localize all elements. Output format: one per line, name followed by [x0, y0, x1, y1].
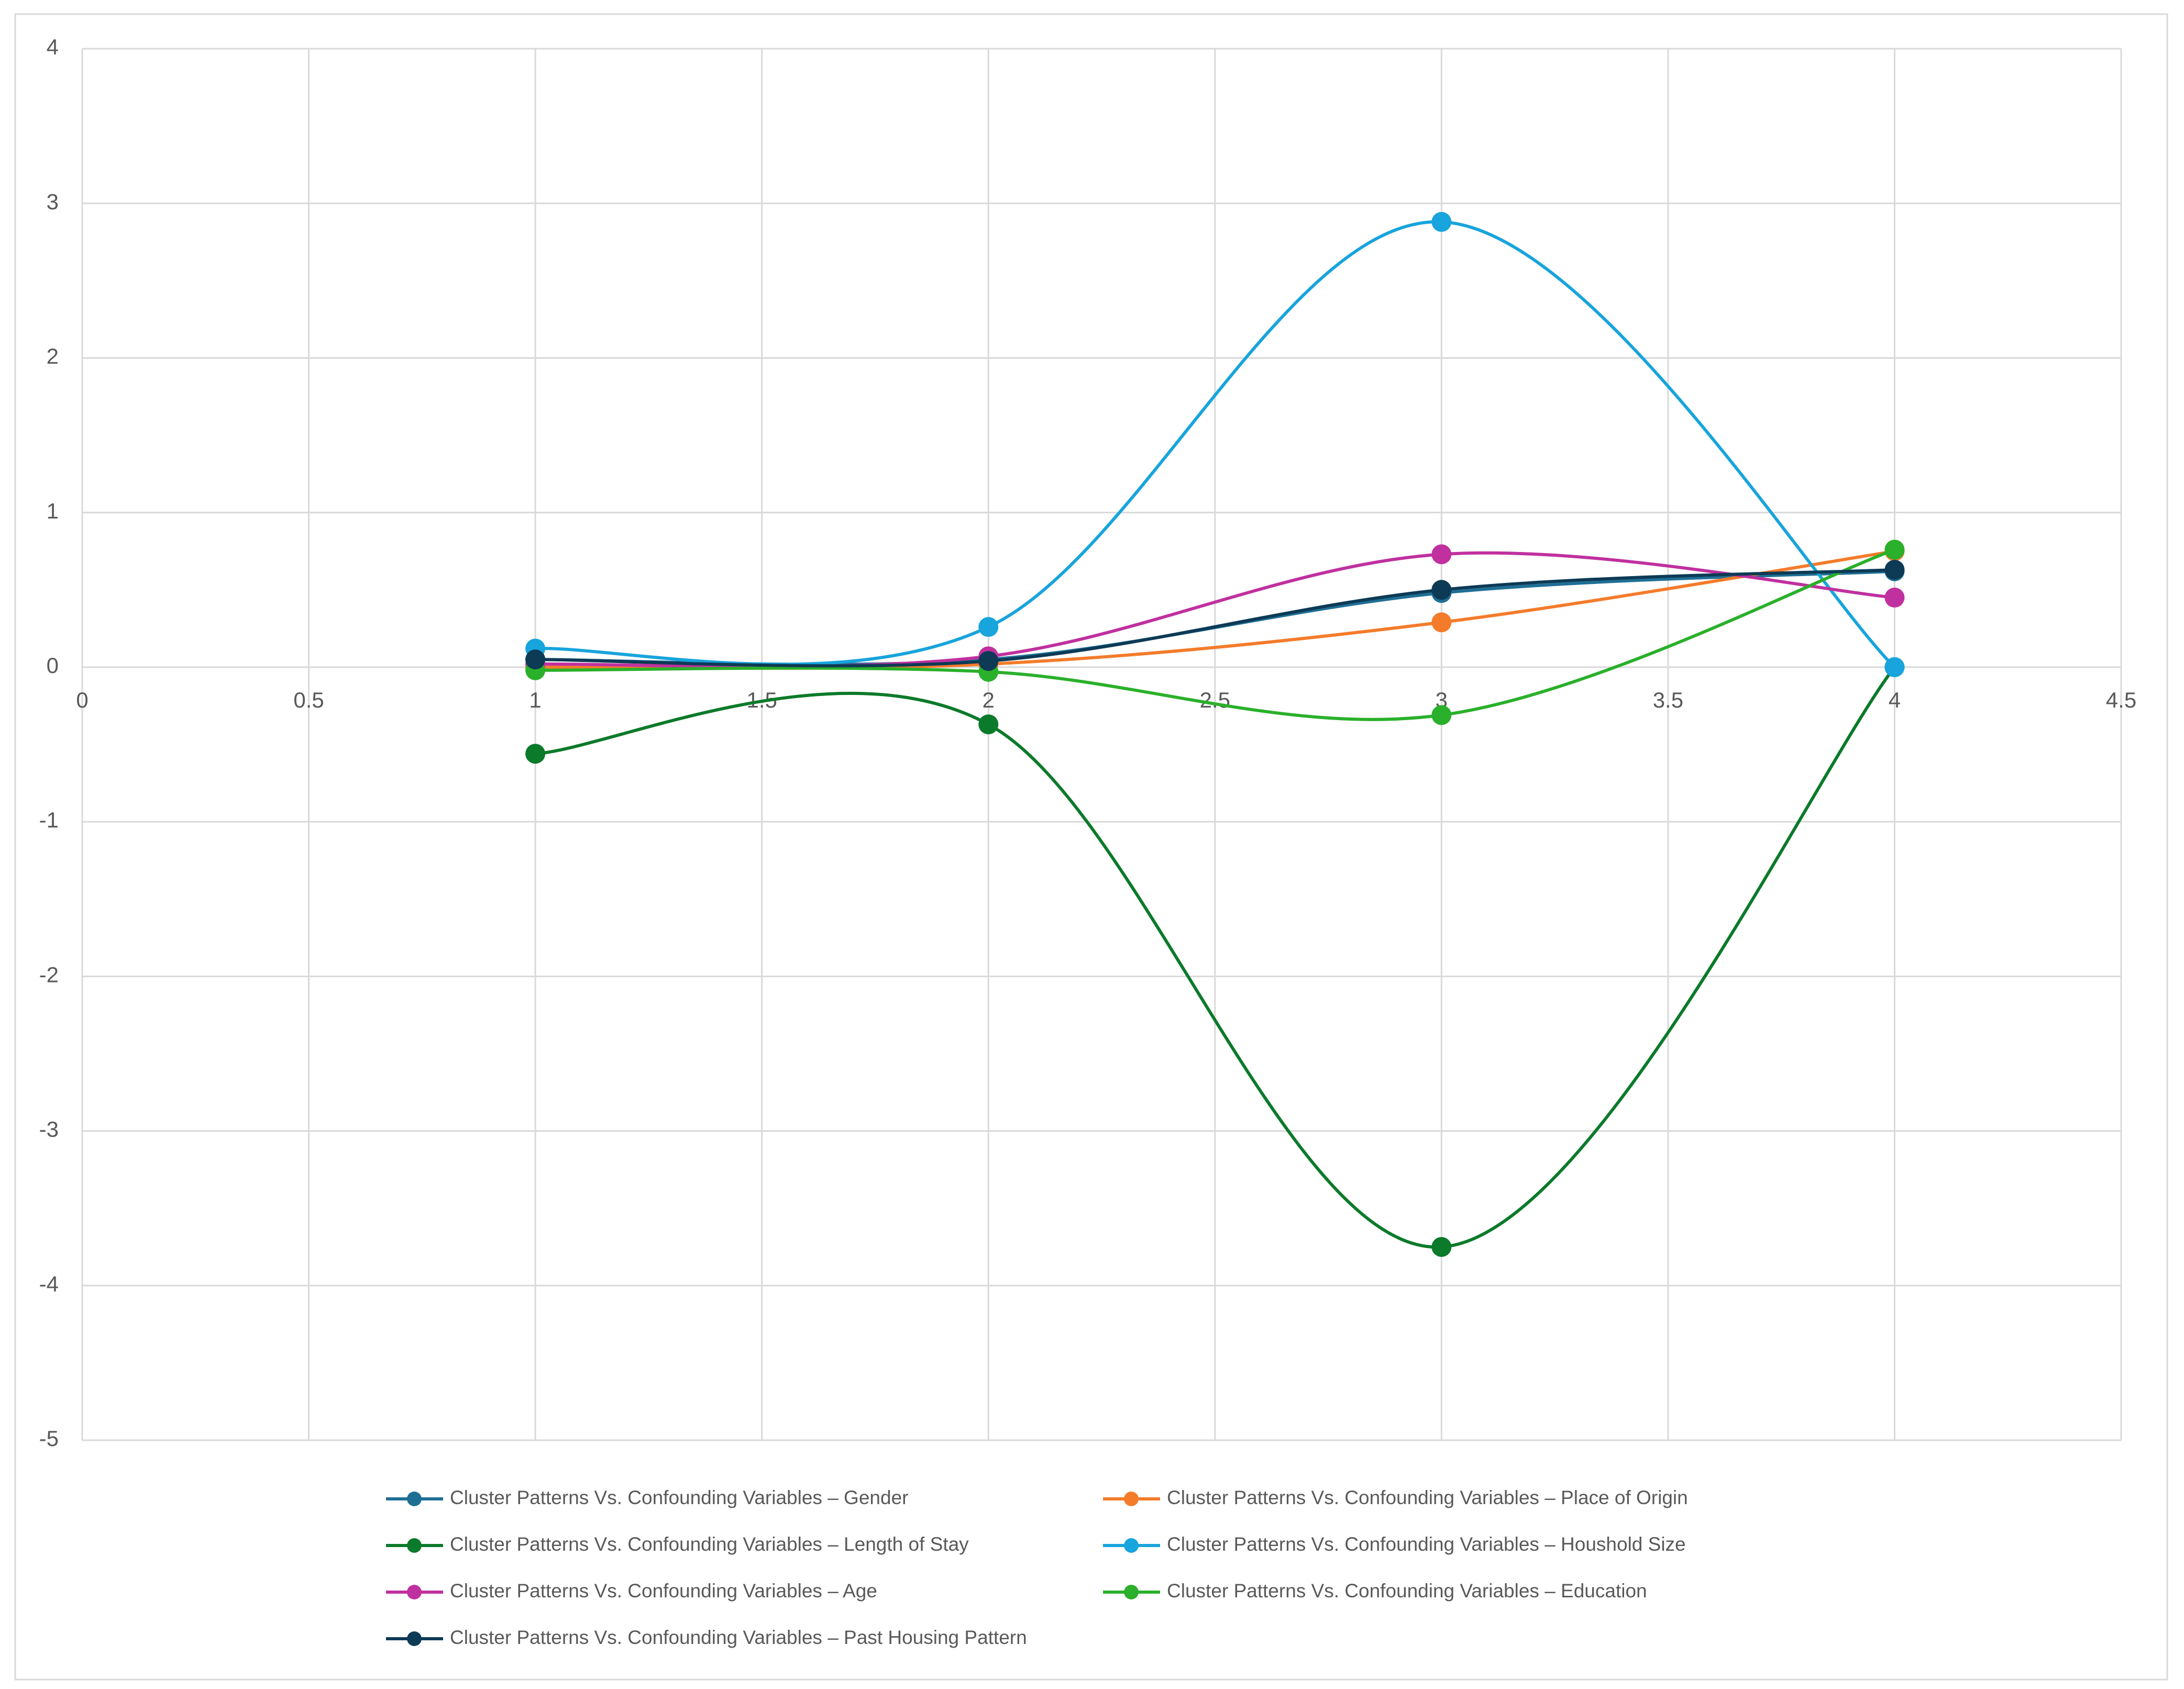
- x-tick-label: 2: [983, 688, 995, 712]
- y-tick-label: -4: [39, 1272, 59, 1296]
- data-point: [1431, 580, 1452, 600]
- data-point: [525, 744, 546, 764]
- x-tick-label: 0.5: [293, 688, 324, 712]
- data-point: [1431, 1237, 1452, 1257]
- x-tick-label: 1: [529, 688, 541, 712]
- data-point: [525, 649, 546, 670]
- series-line: [535, 666, 1896, 1249]
- data-point: [1431, 705, 1452, 725]
- data-point: [1431, 544, 1452, 565]
- y-tick-label: -1: [39, 808, 59, 832]
- legend-label: Cluster Patterns Vs. Confounding Variabl…: [450, 1533, 969, 1555]
- legend-marker: [407, 1538, 422, 1553]
- data-point: [1884, 539, 1905, 560]
- y-tick-label: -3: [39, 1117, 59, 1142]
- chart-border: [14, 13, 2168, 1681]
- data-point: [1431, 212, 1452, 232]
- x-tick-label: 4.5: [2106, 688, 2136, 712]
- data-point: [978, 617, 999, 637]
- legend-label: Cluster Patterns Vs. Confounding Variabl…: [450, 1627, 1027, 1648]
- legend-label: Cluster Patterns Vs. Confounding Variabl…: [1167, 1487, 1688, 1508]
- legend-label: Cluster Patterns Vs. Confounding Variabl…: [1167, 1580, 1647, 1602]
- series-line: [535, 548, 1895, 721]
- y-tick-label: -5: [39, 1426, 59, 1451]
- legend-label: Cluster Patterns Vs. Confounding Variabl…: [1167, 1533, 1686, 1555]
- series-line: [535, 568, 1895, 668]
- legend-marker: [407, 1585, 422, 1599]
- data-point: [1884, 657, 1905, 677]
- legend-label: Cluster Patterns Vs. Confounding Variabl…: [450, 1580, 877, 1602]
- data-point: [1884, 559, 1905, 580]
- legend-label: Cluster Patterns Vs. Confounding Variabl…: [450, 1487, 908, 1508]
- data-point: [1884, 588, 1905, 608]
- y-tick-label: 3: [47, 189, 59, 214]
- data-point: [978, 651, 999, 671]
- x-tick-label: 2.5: [1200, 688, 1230, 712]
- y-tick-label: 4: [47, 35, 59, 59]
- legend-marker: [1124, 1585, 1139, 1599]
- legend-marker: [1124, 1492, 1139, 1506]
- y-tick-label: 1: [47, 499, 59, 523]
- x-tick-label: 4: [1889, 688, 1901, 712]
- series-line: [535, 551, 1895, 668]
- data-point: [978, 714, 999, 735]
- legend-marker: [1124, 1538, 1139, 1553]
- x-tick-label: 0: [76, 688, 88, 712]
- legend-marker: [407, 1631, 422, 1646]
- y-tick-label: 2: [47, 344, 59, 369]
- data-point: [1431, 612, 1452, 633]
- y-tick-label: -2: [39, 962, 59, 987]
- x-tick-label: 3.5: [1653, 688, 1683, 712]
- legend-marker: [407, 1492, 422, 1506]
- y-tick-label: 0: [47, 653, 59, 678]
